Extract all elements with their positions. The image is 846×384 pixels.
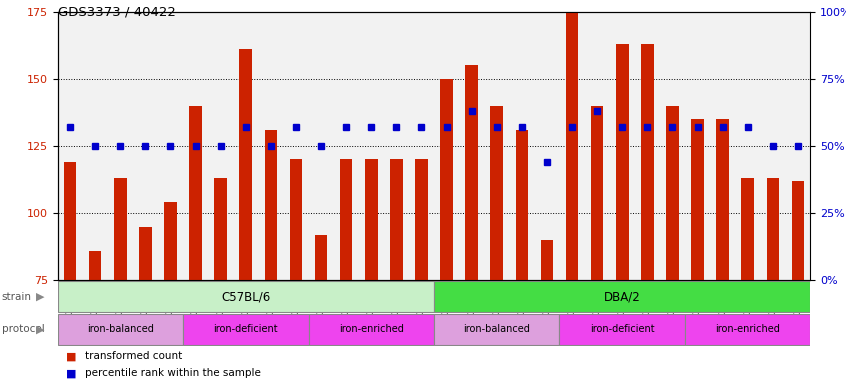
Bar	[465, 65, 478, 280]
Text: ▶: ▶	[36, 291, 44, 302]
Bar	[58, 281, 434, 312]
Text: ▶: ▶	[36, 324, 44, 334]
Bar	[214, 178, 227, 280]
Text: ■: ■	[66, 368, 76, 378]
Bar	[766, 178, 779, 280]
Bar	[491, 106, 503, 280]
Bar	[265, 130, 277, 280]
Bar	[559, 314, 685, 345]
Bar	[666, 106, 678, 280]
Bar	[541, 240, 553, 280]
Bar	[315, 235, 327, 280]
Bar	[139, 227, 151, 280]
Bar	[741, 178, 754, 280]
Bar	[685, 314, 810, 345]
Bar	[616, 44, 629, 280]
Text: iron-balanced: iron-balanced	[87, 324, 154, 334]
Bar	[434, 314, 559, 345]
Bar	[591, 106, 603, 280]
Text: C57BL/6: C57BL/6	[221, 290, 271, 303]
Bar	[566, 12, 579, 280]
Text: strain: strain	[2, 291, 31, 302]
Bar	[717, 119, 729, 280]
Bar	[515, 130, 528, 280]
Text: protocol: protocol	[2, 324, 45, 334]
Text: iron-enriched: iron-enriched	[338, 324, 404, 334]
Bar	[415, 159, 428, 280]
Text: transformed count: transformed count	[85, 351, 182, 361]
Bar	[440, 79, 453, 280]
Bar	[340, 159, 353, 280]
Bar	[641, 44, 654, 280]
Bar	[691, 119, 704, 280]
Bar	[89, 251, 102, 280]
Text: ■: ■	[66, 351, 76, 361]
Bar	[792, 181, 805, 280]
Text: iron-deficient: iron-deficient	[213, 324, 278, 334]
Bar	[183, 314, 309, 345]
Bar	[289, 159, 302, 280]
Bar	[390, 159, 403, 280]
Text: percentile rank within the sample: percentile rank within the sample	[85, 368, 261, 378]
Text: DBA/2: DBA/2	[604, 290, 640, 303]
Bar	[434, 281, 810, 312]
Text: iron-balanced: iron-balanced	[464, 324, 530, 334]
Text: GDS3373 / 40422: GDS3373 / 40422	[58, 6, 175, 19]
Bar	[309, 314, 434, 345]
Bar	[190, 106, 202, 280]
Bar	[58, 314, 183, 345]
Bar	[365, 159, 377, 280]
Text: iron-enriched: iron-enriched	[715, 324, 780, 334]
Bar	[164, 202, 177, 280]
Text: iron-deficient: iron-deficient	[590, 324, 655, 334]
Bar	[239, 49, 252, 280]
Bar	[114, 178, 127, 280]
Bar	[63, 162, 76, 280]
